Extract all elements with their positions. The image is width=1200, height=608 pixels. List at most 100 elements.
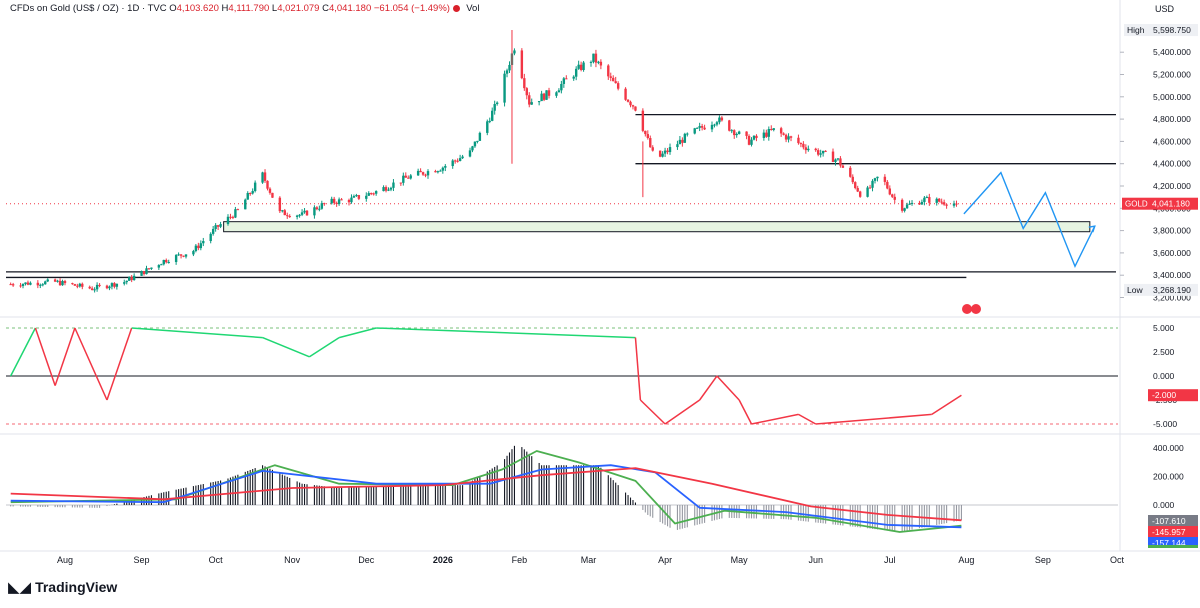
candle-down (90, 288, 94, 291)
osc-segment (338, 327, 377, 339)
candle-down (614, 81, 617, 84)
candle-down (854, 182, 857, 189)
candle-down (26, 282, 30, 285)
macd-badge-bg (1148, 515, 1198, 526)
candle-up (298, 214, 301, 216)
candle-down (841, 165, 845, 168)
candle-down (58, 280, 62, 286)
candle-up (199, 243, 203, 249)
candle-down (453, 160, 457, 162)
candle-up (162, 259, 165, 265)
candle-down (11, 284, 15, 286)
candle-down (542, 93, 546, 100)
candle-down (98, 284, 101, 286)
candle-down (384, 187, 388, 191)
ohlc-item: C4,041.180 (319, 3, 371, 14)
candle-down (407, 177, 410, 179)
candle-down (323, 203, 326, 205)
macd-tick-label: 200.000 (1153, 472, 1184, 482)
high-label-bg (1124, 24, 1198, 37)
candle-up (93, 289, 96, 291)
low-label: Low (1127, 285, 1143, 295)
candle-up (787, 136, 790, 140)
osc-last-badge-bg (1148, 389, 1198, 402)
candle-up (676, 144, 679, 148)
osc-segment (54, 327, 76, 386)
tradingview-brand[interactable]: ◣◢ TradingView (8, 578, 117, 596)
osc-tick-label: 2.500 (1153, 347, 1175, 357)
volume-label[interactable]: Vol (466, 3, 480, 14)
candle-up (451, 160, 454, 167)
candle-down (728, 120, 731, 131)
candle-up (678, 139, 682, 145)
osc-tick-label: 5.000 (1153, 323, 1175, 333)
candle-down (755, 135, 758, 138)
candle-up (713, 124, 716, 126)
time-axis-label: Aug (958, 555, 974, 565)
candle-up (486, 121, 489, 133)
candle-up (21, 284, 25, 287)
candle-down (63, 281, 67, 284)
candle-down (88, 286, 91, 289)
candle-down (928, 197, 931, 203)
candle-up (562, 78, 566, 84)
osc-segment (106, 327, 133, 401)
ohlc-item: −61.054 (−1.49%) (371, 3, 450, 14)
macd-badge: -145.957 (1152, 527, 1186, 537)
macd-tick-label: 0.000 (1153, 500, 1175, 510)
candle-down (229, 216, 232, 218)
candle-up (834, 159, 837, 162)
candle-down (658, 150, 662, 157)
candle-down (399, 182, 403, 184)
candle-up (683, 133, 687, 143)
candle-down (626, 99, 630, 102)
candle-up (409, 175, 412, 179)
time-axis-label: Sep (134, 555, 150, 565)
projection-path (963, 171, 1096, 269)
candle-up (478, 132, 482, 141)
price-tick-label: 4,600.000 (1153, 136, 1191, 146)
candle-down (424, 174, 427, 176)
economic-event-icon (971, 304, 981, 314)
candle-up (730, 130, 733, 132)
candle-up (300, 212, 304, 215)
ohlc-value: −61.054 (−1.49%) (373, 3, 450, 14)
candle-down (579, 64, 583, 71)
ohlc-key: L (269, 3, 278, 14)
candle-down (631, 105, 635, 107)
price-tick-label: 5,200.000 (1153, 70, 1191, 80)
candle-up (46, 279, 49, 282)
candle-down (802, 143, 805, 148)
macd-line (10, 467, 962, 522)
candle-up (416, 170, 420, 176)
osc-segment (738, 399, 753, 425)
currency-label: USD (1155, 4, 1175, 14)
candle-down (523, 78, 526, 89)
candle-up (167, 262, 170, 264)
candle-down (36, 282, 40, 286)
candle-up (530, 102, 533, 105)
candle-up (737, 131, 741, 134)
candle-up (767, 129, 771, 137)
candle-down (624, 88, 627, 100)
candle-down (804, 147, 808, 151)
candle-down (789, 136, 793, 138)
candle-down (216, 225, 220, 227)
candle-up (735, 133, 738, 136)
candle-up (41, 284, 44, 286)
candle-down (434, 171, 437, 173)
candle-down (9, 284, 12, 286)
symbol-title[interactable]: CFDs on Gold (US$ / OZ) · 1D · TVC (10, 3, 167, 14)
ohlc-value: 4,021.079 (277, 3, 320, 14)
osc-last-badge: -2.000 (1152, 390, 1176, 400)
candle-down (849, 167, 852, 177)
candle-up (387, 189, 390, 191)
candle-up (582, 62, 585, 71)
candle-down (644, 130, 647, 135)
candle-down (71, 283, 74, 285)
candle-down (147, 268, 151, 270)
candle-down (770, 129, 773, 131)
candle-up (873, 178, 877, 181)
candle-up (303, 210, 306, 213)
